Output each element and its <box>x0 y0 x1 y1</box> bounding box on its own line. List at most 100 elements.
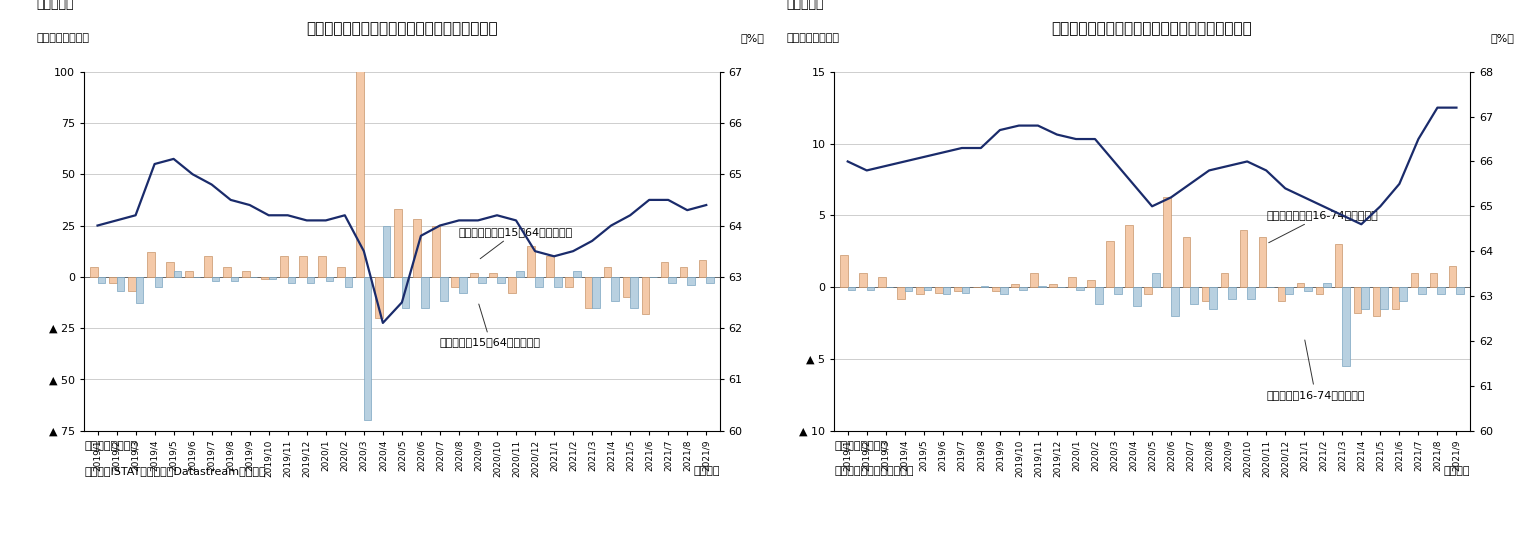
Bar <box>668 277 675 283</box>
Bar <box>452 277 459 287</box>
Bar <box>1171 287 1179 316</box>
Bar <box>1012 284 1020 287</box>
Bar <box>1164 197 1171 287</box>
Bar <box>395 209 401 277</box>
Bar <box>326 277 334 281</box>
Text: 失業者数（16-74才）の変化: 失業者数（16-74才）の変化 <box>1266 340 1364 400</box>
Text: （前月差、万人）: （前月差、万人） <box>37 33 89 43</box>
Bar <box>1456 287 1464 294</box>
Bar <box>242 270 250 277</box>
Text: （注）季節調整値: （注）季節調整値 <box>834 442 888 452</box>
Bar <box>1069 277 1076 287</box>
Bar <box>1038 285 1046 287</box>
Bar <box>879 277 886 287</box>
Bar <box>337 267 344 277</box>
Bar <box>547 256 554 277</box>
Text: （%）: （%） <box>739 33 764 43</box>
Bar <box>706 277 713 283</box>
Bar <box>660 262 668 277</box>
Bar <box>136 277 144 304</box>
Bar <box>401 277 409 307</box>
Bar <box>534 277 542 287</box>
Bar <box>859 273 867 287</box>
Bar <box>905 287 912 291</box>
Text: （資料）ポルトガル統計局: （資料）ポルトガル統計局 <box>834 466 914 476</box>
Bar <box>981 285 989 287</box>
Bar <box>1248 287 1255 299</box>
Text: （図表８）: （図表８） <box>787 0 824 10</box>
Text: （前月差、万人）: （前月差、万人） <box>787 33 839 43</box>
Bar <box>90 267 98 277</box>
Bar <box>992 287 1000 291</box>
Bar <box>211 277 219 281</box>
Bar <box>383 226 390 277</box>
Text: （資料）ISTATのデータをDatastreamより取得: （資料）ISTATのデータをDatastreamより取得 <box>84 466 266 476</box>
Bar <box>1228 287 1236 299</box>
Bar <box>592 277 600 307</box>
Bar <box>1278 287 1285 301</box>
Bar <box>897 287 905 299</box>
Bar <box>224 267 231 277</box>
Bar <box>623 277 631 298</box>
Bar <box>554 277 562 287</box>
Text: 非労働者人口（15－64才）の変化: 非労働者人口（15－64才）の変化 <box>459 227 573 259</box>
Bar <box>413 219 421 277</box>
Bar <box>1202 287 1209 301</box>
Bar <box>165 262 173 277</box>
Bar <box>680 267 687 277</box>
Bar <box>364 277 372 420</box>
Bar <box>1190 287 1197 304</box>
Bar <box>1240 230 1248 287</box>
Bar <box>611 277 619 301</box>
Bar <box>470 273 478 277</box>
Bar <box>1399 287 1407 301</box>
Bar <box>1285 287 1292 294</box>
Bar <box>1410 273 1418 287</box>
Bar <box>498 277 505 283</box>
Bar <box>1381 287 1389 309</box>
Bar <box>173 270 181 277</box>
Bar <box>1115 287 1122 294</box>
Bar <box>432 226 439 277</box>
Bar <box>1304 287 1312 291</box>
Bar <box>573 270 580 277</box>
Bar <box>109 277 116 283</box>
Text: 非労働者人口（16-74才）の変化: 非労働者人口（16-74才）の変化 <box>1266 210 1378 243</box>
Bar <box>1373 287 1381 316</box>
Bar <box>1418 287 1425 294</box>
Bar <box>585 277 592 307</box>
Text: （図表７）: （図表７） <box>37 0 73 10</box>
Text: 失業者数（15－64才）の変化: 失業者数（15－64才）の変化 <box>439 304 540 347</box>
Bar <box>1095 287 1102 304</box>
Bar <box>516 270 524 277</box>
Bar <box>155 277 162 287</box>
Bar <box>631 277 638 307</box>
Bar <box>1151 273 1159 287</box>
Bar <box>231 277 239 281</box>
Bar <box>1361 287 1369 309</box>
Bar <box>357 61 364 277</box>
Bar <box>1430 273 1438 287</box>
Bar <box>478 277 485 283</box>
Bar <box>262 277 269 279</box>
Bar <box>288 277 295 283</box>
Bar <box>841 256 848 287</box>
Bar <box>1020 287 1026 290</box>
Bar <box>1209 287 1217 309</box>
Bar <box>698 261 706 277</box>
Bar <box>185 270 193 277</box>
Bar <box>344 277 352 287</box>
Bar <box>116 277 124 291</box>
Bar <box>421 277 429 307</box>
Bar <box>943 287 951 294</box>
Bar <box>961 287 969 293</box>
Bar <box>129 277 136 291</box>
Bar <box>1323 283 1330 287</box>
Bar <box>1220 273 1228 287</box>
Bar <box>280 256 288 277</box>
Bar <box>641 277 649 314</box>
Bar <box>867 287 874 290</box>
Text: イタリアの失業者・非労働力人口・労働参加率: イタリアの失業者・非労働力人口・労働参加率 <box>306 21 498 36</box>
Bar <box>954 287 961 291</box>
Bar <box>1335 244 1343 287</box>
